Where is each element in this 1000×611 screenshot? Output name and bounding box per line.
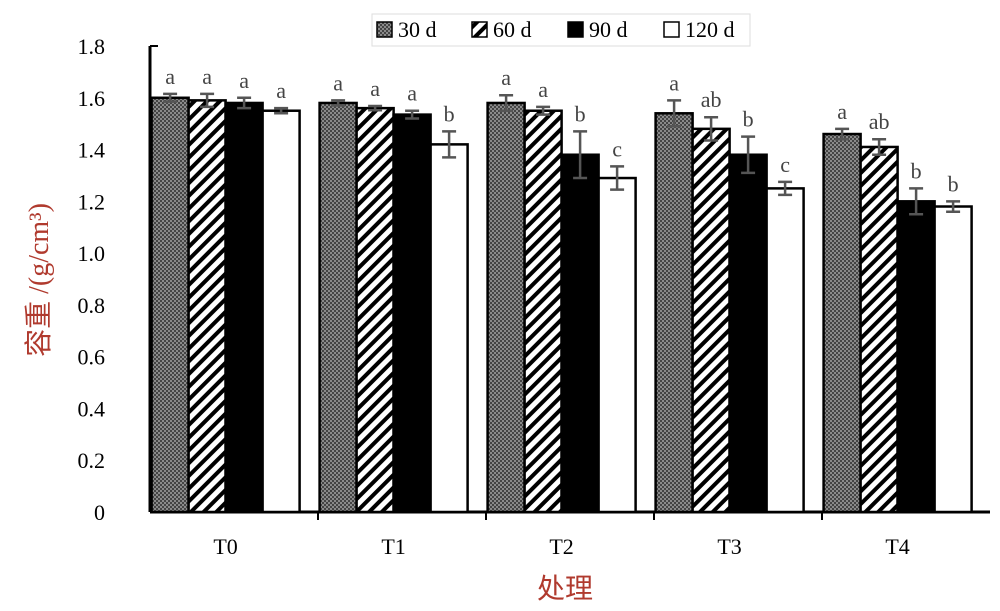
bar [150,96,190,514]
legend-label: 60 d [493,17,532,42]
legend-swatch [471,21,488,38]
error-bar [200,92,215,109]
significance-label: b [444,101,455,126]
bar [224,101,264,514]
y-axis-label: 容重 /(g/cm³) [23,203,55,357]
bar [933,205,973,514]
significance-label: a [669,70,679,95]
error-bar [778,180,793,197]
error-bar [667,99,682,128]
legend-swatch [567,21,584,38]
significance-label: a [239,68,249,93]
error-bar [499,93,514,112]
x-tick-label: T1 [381,534,405,559]
x-tick-label: T0 [213,534,237,559]
bar [765,187,805,514]
bar [597,176,637,514]
bar [896,200,936,514]
bar [318,101,358,514]
error-bar [835,127,850,141]
significance-label: a [538,77,548,102]
significance-label: a [407,81,417,106]
error-bar [704,115,719,142]
y-tick-label: 1.8 [78,34,106,59]
error-bar [573,130,588,180]
significance-label: a [202,64,212,89]
significance-label: a [370,76,380,101]
error-bar [536,105,551,116]
bar [486,101,526,514]
bar [560,153,600,514]
significance-label: b [911,158,922,183]
error-bar [909,187,924,216]
error-bar [331,99,346,107]
bar [429,143,469,514]
significance-label: c [612,136,622,161]
bar [728,153,768,514]
y-tick-label: 1.0 [78,241,106,266]
significance-label: a [165,64,175,89]
error-bar [741,135,756,175]
error-bar [274,106,289,115]
error-bar [610,165,625,191]
y-tick-label: 1.2 [78,189,106,214]
legend-label: 30 d [398,17,437,42]
error-bar [368,104,383,112]
significance-label: b [743,107,754,132]
bar [691,127,731,514]
y-tick-label: 1.4 [78,138,106,163]
x-tick-label: T2 [549,534,573,559]
x-tick-label: T3 [717,534,741,559]
y-tick-label: 0.8 [78,293,106,318]
legend-label: 120 d [685,17,735,42]
significance-label: c [780,152,790,177]
significance-label: a [333,70,343,95]
legend-swatch [663,21,680,38]
bar [392,113,432,514]
error-bar [163,92,178,103]
legend-box [371,13,751,47]
significance-label: b [948,171,959,196]
bar [859,145,899,514]
bar [523,109,563,514]
bar [261,109,301,514]
error-bar [872,137,887,156]
significance-label: b [575,101,586,126]
significance-label: ab [701,87,722,112]
legend: 30 d 60 d 90 d 120 d [371,13,751,47]
y-tick-label: 1.6 [78,86,106,111]
bar [355,106,395,514]
significance-label: a [501,65,511,90]
bar [822,132,862,514]
bar [654,112,694,514]
error-bar [405,109,420,120]
error-bar [946,200,961,213]
y-tick-label: 0.6 [78,345,106,370]
legend-label: 90 d [589,17,628,42]
error-bar [442,130,457,159]
significance-label: a [276,78,286,103]
y-tick-label: 0.2 [78,448,106,473]
y-tick-label: 0 [94,500,105,525]
significance-label: a [837,99,847,124]
x-axis-label: 处理 [537,573,593,605]
error-bar [237,96,252,110]
legend-swatch [376,21,393,38]
significance-label: ab [869,109,890,134]
y-tick-label: 0.4 [78,396,106,421]
x-tick-label: T4 [885,534,909,559]
bar [187,99,227,514]
